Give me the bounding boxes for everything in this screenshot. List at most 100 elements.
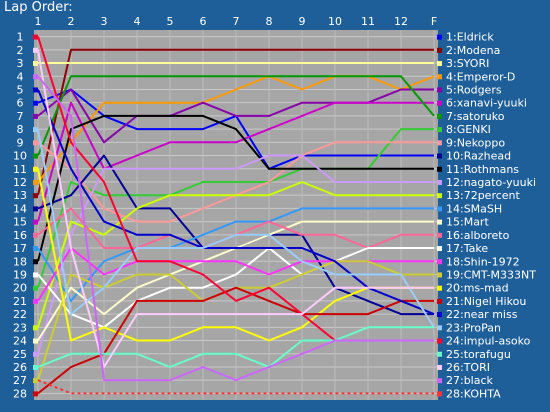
legend-label: 17:Take [446, 242, 488, 255]
x-tick-label: 12 [394, 15, 408, 28]
legend-label: 9:Nekoppo [446, 136, 505, 149]
series-line [37, 128, 435, 328]
x-tick-label: 7 [233, 15, 240, 28]
y-tick-label: 14 [13, 202, 27, 215]
legend-marker [437, 47, 442, 53]
x-tick-label: 4 [134, 15, 141, 28]
legend-label: 10:Razhead [446, 150, 511, 163]
legend-marker [437, 391, 442, 397]
legend-label: 20:ms-mad [446, 282, 509, 295]
x-tick-label: F [431, 15, 437, 28]
y-tick-marker [33, 74, 38, 80]
y-tick-label: 8 [17, 123, 24, 136]
legend-label: 13:72percent [446, 189, 521, 202]
legend-marker [437, 285, 442, 291]
y-tick-marker [33, 61, 38, 67]
legend-label: 26:TORI [446, 361, 490, 374]
legend-label: 12:nagato-yuuki [446, 176, 536, 189]
y-tick-marker [33, 378, 38, 384]
series-line [37, 181, 434, 328]
y-tick-marker [33, 179, 38, 185]
legend-label: 21:Nigel Hikou [446, 295, 526, 308]
y-tick-label: 26 [13, 361, 27, 374]
legend-label: 8:GENKI [446, 123, 491, 136]
legend-label: 7:satoruko [446, 110, 505, 123]
x-tick-label: 6 [200, 15, 207, 28]
legend-marker [437, 338, 442, 344]
legend-marker [437, 351, 442, 357]
series-line [37, 75, 434, 382]
y-tick-label: 2 [17, 44, 24, 57]
legend-label: 5:Rodgers [446, 83, 502, 96]
y-tick-label: 18 [13, 255, 27, 268]
legend-label: 4:Emperor-D [446, 70, 515, 83]
y-tick-label: 10 [13, 150, 27, 163]
y-tick-label: 13 [13, 189, 27, 202]
y-tick-marker [33, 219, 38, 225]
y-tick-marker [33, 34, 38, 40]
y-tick-marker [33, 259, 38, 265]
series-line [37, 48, 434, 196]
y-tick-label: 28 [13, 387, 27, 400]
y-tick-marker [33, 272, 38, 278]
y-tick-label: 1 [17, 31, 24, 44]
legend-marker [437, 312, 442, 318]
y-tick-label: 27 [13, 374, 27, 387]
legend-label: 1:Eldrick [446, 31, 494, 44]
legend-marker [437, 206, 442, 212]
legend-label: 18:Shin-1972 [446, 255, 520, 268]
y-tick-label: 23 [13, 321, 27, 334]
legend-label: 6:xanavi-yuuki [446, 97, 527, 110]
y-tick-label: 11 [13, 163, 27, 176]
y-tick-label: 5 [17, 83, 24, 96]
legend-marker [437, 364, 442, 370]
y-tick-label: 7 [17, 110, 24, 123]
y-tick-label: 22 [13, 308, 27, 321]
x-tick-label: 8 [266, 15, 273, 28]
y-tick-marker [33, 153, 38, 159]
legend-marker [437, 61, 442, 67]
legend-label: 11:Rothmans [446, 163, 519, 176]
legend-marker [437, 34, 442, 40]
y-tick-label: 19 [13, 268, 27, 281]
series-line [37, 49, 434, 368]
legend-label: 27:black [446, 374, 494, 387]
legend-marker [437, 325, 442, 331]
y-tick-marker [33, 166, 38, 172]
legend-marker [437, 219, 442, 225]
y-tick-label: 3 [17, 57, 24, 70]
legend-label: 23:ProPan [446, 321, 501, 334]
legend-marker [437, 378, 442, 384]
y-tick-label: 15 [13, 216, 27, 229]
series-line [37, 207, 434, 302]
y-tick-label: 9 [17, 136, 24, 149]
y-tick-marker [33, 298, 38, 304]
series-line [37, 154, 434, 355]
series-line [37, 326, 434, 368]
legend-label: 25:torafugu [446, 348, 511, 361]
x-tick-label: 2 [68, 15, 75, 28]
y-tick-label: 20 [13, 282, 27, 295]
legend-label: 28:KOHTA [446, 387, 501, 400]
y-tick-label: 4 [17, 70, 24, 83]
chart-title: Lap Order: [4, 0, 73, 15]
series-line [37, 75, 435, 156]
legend-label: 15:Mart [446, 216, 489, 229]
x-tick-label: 5 [167, 15, 174, 28]
y-tick-marker [33, 364, 38, 370]
y-tick-marker [33, 140, 38, 146]
y-tick-label: 12 [13, 176, 27, 189]
y-tick-label: 6 [17, 97, 24, 110]
legend-label: 22:near miss [446, 308, 518, 321]
y-tick-label: 16 [13, 229, 27, 242]
x-tick-label: 3 [101, 15, 108, 28]
y-tick-marker [33, 338, 38, 344]
legend-marker [437, 166, 442, 172]
y-tick-marker [33, 100, 38, 106]
legend-marker [437, 113, 442, 119]
legend-label: 14:SMaSH [446, 202, 502, 215]
legend-marker [437, 127, 442, 133]
legend-label: 2:Modena [446, 44, 500, 57]
legend-marker [437, 232, 442, 238]
